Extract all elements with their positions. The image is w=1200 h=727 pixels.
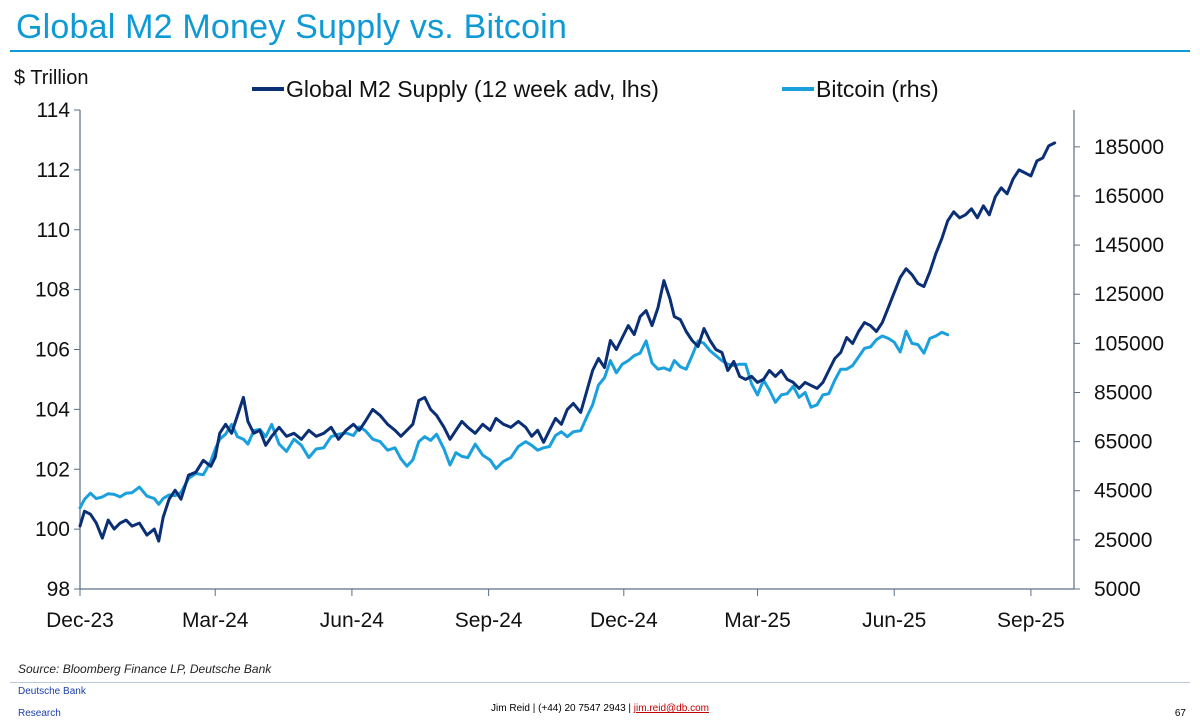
y-left-tick-label: 106 (35, 339, 70, 362)
y-right-tick-label: 185000 (1094, 136, 1164, 159)
bitcoin-line (78, 329, 950, 510)
x-tick-label: Jun-25 (862, 609, 926, 632)
page-number: 67 (1174, 708, 1186, 719)
contact-email-link[interactable]: jim.reid@db.com (633, 703, 709, 714)
contact-text: Jim Reid | (+44) 20 7547 2943 | (491, 703, 634, 714)
y-left-tick-label: 112 (37, 159, 70, 182)
x-tick-label: Mar-25 (724, 609, 791, 632)
y-right-tick-label: 5000 (1094, 578, 1141, 601)
y-right-tick-label: 85000 (1094, 381, 1152, 404)
y-right-tick-label: 25000 (1094, 529, 1152, 552)
chart: $ Trillion 98 100 102 104 106 108 110 112 114 5000… (14, 67, 1164, 632)
title-divider (10, 50, 1190, 52)
source-note: Source: Bloomberg Finance LP, Deutsche B… (18, 662, 272, 676)
y-right-tick-label: 165000 (1094, 185, 1164, 208)
x-tick-label: Dec-23 (46, 609, 114, 632)
x-tick-label: Dec-24 (590, 609, 658, 632)
legend-bitcoin-label: Bitcoin (rhs) (816, 76, 939, 102)
y-right-tick-label: 105000 (1094, 332, 1164, 355)
y-left-tick-label: 100 (35, 518, 70, 541)
y-left-tick-label: 108 (35, 279, 70, 302)
y-left-tick-label: 114 (37, 99, 71, 122)
y-left-tick-label: 98 (47, 578, 70, 601)
x-tick-label: Jun-24 (320, 609, 385, 632)
x-tick-label: Sep-25 (997, 609, 1065, 632)
chart-legend: Global M2 Supply (12 week adv, lhs) Bitco… (252, 76, 939, 102)
brand-division: Research (18, 708, 61, 719)
y-right-tick-label: 125000 (1094, 283, 1164, 306)
chart-series (78, 141, 1057, 543)
y-left-tick-label: 110 (37, 219, 70, 242)
y-left-tick-label: 102 (35, 458, 70, 481)
contact-line: Jim Reid | (+44) 20 7547 2943 | jim.reid… (0, 703, 1200, 714)
y-right-tick-label: 65000 (1094, 431, 1152, 454)
slide-title: Global M2 Money Supply vs. Bitcoin (16, 8, 568, 46)
y-left-tick-label: 104 (35, 398, 70, 421)
y-right-tick-label: 45000 (1094, 480, 1152, 503)
chart-axes: $ Trillion 98 100 102 104 106 108 110 112 114 5000… (14, 67, 1164, 632)
x-tick-label: Mar-24 (182, 609, 249, 632)
y-right-tick-label: 145000 (1094, 234, 1164, 257)
m2-supply-line (78, 141, 1057, 543)
brand-name: Deutsche Bank (18, 686, 86, 697)
legend-m2-label: Global M2 Supply (12 week adv, lhs) (286, 76, 659, 102)
x-tick-label: Sep-24 (455, 609, 523, 632)
footer-divider (10, 682, 1190, 683)
y-left-axis-label: $ Trillion (14, 67, 88, 89)
